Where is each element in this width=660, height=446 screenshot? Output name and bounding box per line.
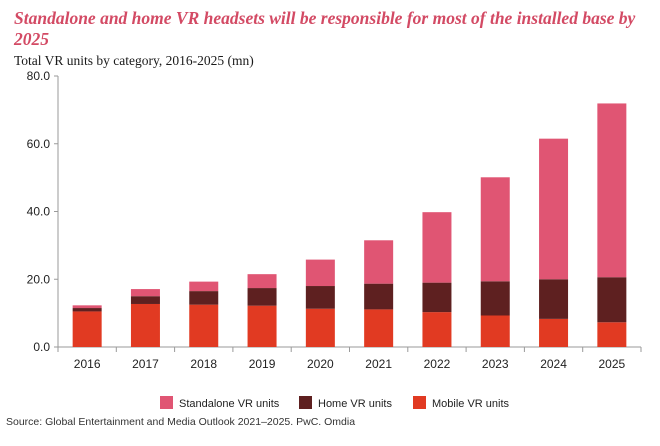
chart-bars [72,103,627,347]
y-tick-label: 60.0 [27,137,51,151]
legend-label: Mobile VR units [432,398,510,410]
x-tick-label: 2017 [132,357,159,371]
legend-swatch [299,396,312,409]
chart-subtitle: Total VR units by category, 2016-2025 (m… [14,53,254,68]
bar-segment-home-vr-units [364,283,394,310]
x-tick-label: 2018 [190,357,217,371]
y-tick-label: 20.0 [27,272,51,286]
bar-segment-standalone-vr-units [364,240,394,284]
bar-segment-mobile-vr-units [480,315,510,347]
bar-segment-standalone-vr-units [72,305,102,309]
y-tick-labels: 0.0 20.0 40.0 60.0 80.0 [27,69,51,354]
legend-label: Home VR units [318,398,392,410]
bar-segment-mobile-vr-units [539,318,569,347]
x-tick-label: 2016 [74,357,101,371]
stacked-bar-chart: 2016 2017 2018 2019 2020 2021 2022 2023 2024 2025… [27,69,642,410]
bar-segment-standalone-vr-units [422,212,452,283]
bar-segment-mobile-vr-units [247,305,277,347]
x-tick-label: 2024 [540,357,567,371]
bar-segment-standalone-vr-units [480,177,510,282]
x-tick-label: 2019 [249,357,276,371]
bar-segment-mobile-vr-units [597,322,627,347]
legend-label: Standalone VR units [179,398,280,410]
x-tick-label: 2020 [307,357,334,371]
bar-segment-mobile-vr-units [130,303,160,347]
x-tick-labels: 2016 2017 2018 2019 2020 2021 2022 2023 2024 2025 [74,357,626,371]
bar-segment-home-vr-units [480,281,510,316]
bar-segment-home-vr-units [422,282,452,313]
bar-segment-standalone-vr-units [597,103,627,278]
legend-swatch [413,396,426,409]
bar-segment-home-vr-units [130,296,160,304]
chart-title: Standalone and home VR headsets will be … [14,8,636,49]
chart-legend: Standalone VR units Home VR units Mobile V… [160,396,510,410]
y-tick-label: 80.0 [27,69,51,83]
bar-segment-standalone-vr-units [539,138,569,280]
x-tick-label: 2022 [424,357,451,371]
bar-segment-home-vr-units [189,291,219,305]
bar-segment-mobile-vr-units [422,312,452,347]
bar-segment-home-vr-units [72,308,102,312]
bar-segment-standalone-vr-units [130,289,160,297]
y-tick-label: 0.0 [33,340,50,354]
y-tick-label: 40.0 [27,205,51,219]
legend-swatch [160,396,173,409]
bar-segment-standalone-vr-units [247,274,277,289]
bar-segment-home-vr-units [539,279,569,319]
x-tick-label: 2021 [365,357,392,371]
x-tick-label: 2025 [598,357,625,371]
bar-segment-mobile-vr-units [189,304,219,347]
bar-segment-mobile-vr-units [364,309,394,347]
source-note: Source: Global Entertainment and Media O… [6,416,356,428]
bar-segment-standalone-vr-units [189,281,219,292]
bar-segment-home-vr-units [597,277,627,323]
bar-segment-home-vr-units [305,286,335,309]
bar-segment-mobile-vr-units [72,311,102,347]
bar-segment-standalone-vr-units [305,259,335,287]
x-tick-label: 2023 [482,357,509,371]
bar-segment-home-vr-units [247,288,277,306]
bar-segment-mobile-vr-units [305,308,335,347]
